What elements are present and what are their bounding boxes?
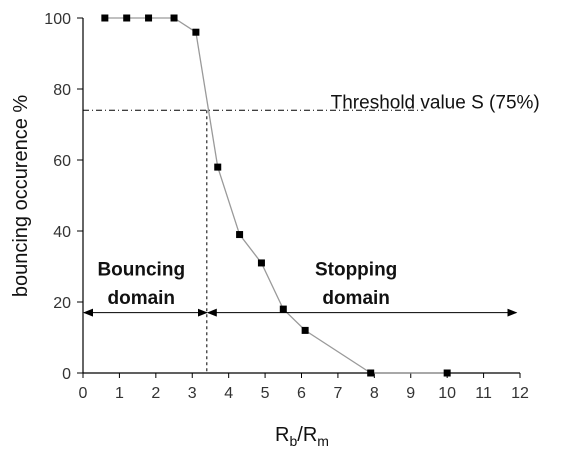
x-tick-label: 8: [370, 385, 379, 402]
y-tick-label: 40: [53, 224, 71, 241]
data-point: [301, 326, 309, 334]
y-tick-label: 100: [44, 11, 71, 28]
data-point: [236, 231, 244, 239]
x-tick-label: 4: [224, 385, 233, 402]
x-axis-title-main: R: [275, 424, 289, 446]
data-point: [367, 369, 375, 377]
y-tick-label: 20: [53, 295, 71, 312]
x-tick-label: 2: [151, 385, 160, 402]
x-tick-label: 1: [115, 385, 124, 402]
x-axis-title: Rb/Rm: [275, 424, 329, 449]
x-tick-label: 12: [511, 385, 529, 402]
data-point: [170, 14, 178, 22]
data-point: [192, 28, 200, 36]
series-points: [101, 14, 451, 377]
x-tick-label: 5: [261, 385, 270, 402]
threshold-label: Threshold value S (75%): [331, 92, 540, 113]
bouncing-domain-label-line2: domain: [107, 288, 175, 309]
x-axis-title-sub2: m: [317, 433, 329, 449]
data-point: [257, 259, 265, 267]
x-tick-label: 3: [188, 385, 197, 402]
x-tick-label: 11: [475, 385, 492, 402]
data-point: [279, 305, 287, 313]
domain-group: Bouncing domain Stopping domain: [83, 259, 518, 317]
axes: [82, 18, 520, 374]
data-point: [145, 14, 153, 22]
stopping-domain-label-line1: Stopping: [315, 259, 397, 280]
x-tick-label: 9: [406, 385, 415, 402]
x-tick-label: 0: [79, 385, 88, 402]
y-ticks: 0 20 40 60 80 100: [44, 11, 83, 383]
data-point: [123, 14, 131, 22]
series-group: [101, 14, 451, 377]
x-ticks: 0 1 2 3 4 5 6 7 8 9 10 11 12: [79, 373, 529, 402]
y-axis-title: bouncing occurence %: [10, 95, 32, 298]
x-tick-label: 7: [333, 385, 342, 402]
x-axis-title-sub1: b: [289, 433, 297, 449]
y-tick-label: 60: [53, 153, 71, 170]
data-point: [214, 163, 222, 171]
data-point: [101, 14, 109, 22]
x-tick-label: 6: [297, 385, 306, 402]
data-point: [443, 369, 451, 377]
y-tick-label: 80: [53, 82, 71, 99]
x-tick-label: 10: [438, 385, 456, 402]
threshold-group: Threshold value S (75%): [83, 92, 540, 373]
bouncing-domain-label-line1: Bouncing: [97, 259, 185, 280]
x-axis-title-sep: /R: [297, 424, 317, 446]
series-line: [104, 17, 448, 374]
y-tick-label: 0: [62, 366, 71, 383]
stopping-domain-label-line2: domain: [322, 288, 390, 309]
